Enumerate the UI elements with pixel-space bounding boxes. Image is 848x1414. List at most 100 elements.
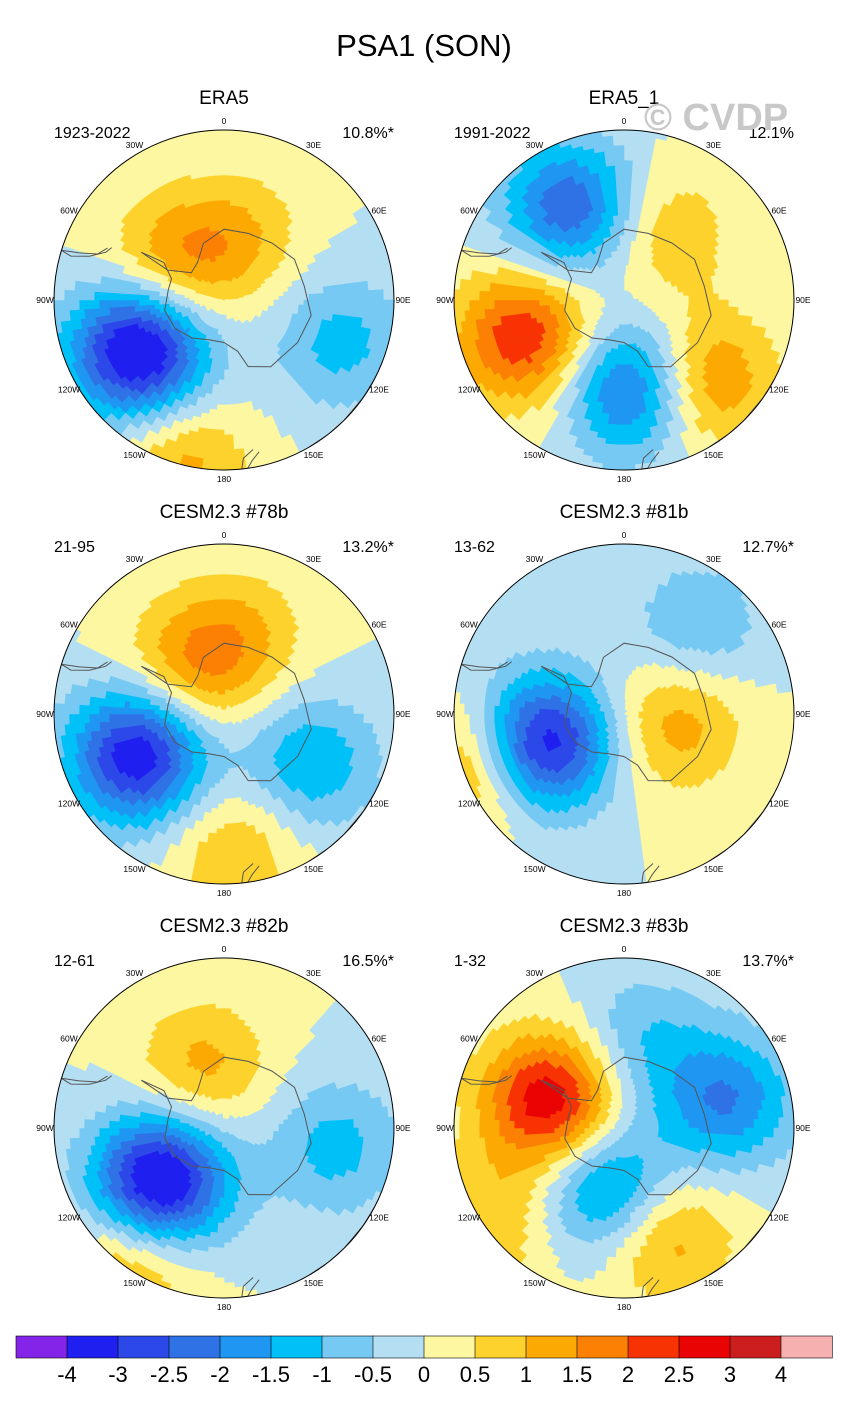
field-cell — [553, 295, 560, 301]
field-cell — [363, 299, 370, 310]
field-cell — [223, 459, 236, 466]
field-cell — [583, 299, 590, 303]
field-cell — [113, 299, 120, 308]
field-cell — [621, 269, 625, 276]
field-cell — [93, 291, 100, 301]
field-cell — [223, 444, 235, 451]
field-cell — [128, 293, 135, 301]
field-cell — [283, 295, 290, 301]
field-cell — [263, 296, 270, 301]
field-cell — [548, 299, 555, 306]
field-cell — [223, 144, 235, 151]
field-cell — [543, 294, 550, 301]
field-cell — [223, 184, 232, 191]
field-cell — [220, 254, 225, 261]
field-cell — [213, 454, 225, 461]
field-cell — [283, 299, 290, 305]
field-cell — [133, 305, 141, 313]
field-cell — [621, 264, 625, 271]
field-cell — [223, 169, 233, 176]
field-cell — [313, 293, 320, 301]
field-cell — [223, 369, 230, 376]
field-cell — [388, 288, 394, 301]
field-cell — [148, 294, 155, 301]
field-cell — [620, 244, 625, 251]
field-cell — [538, 299, 545, 306]
field-cell — [222, 284, 225, 291]
field-cell — [118, 292, 125, 301]
panel-variance: 10.8%* — [342, 125, 394, 142]
field-cell — [693, 289, 700, 296]
field-cell — [153, 299, 160, 305]
field-cell — [223, 409, 232, 416]
field-cell — [293, 294, 300, 301]
field-cell — [621, 259, 625, 266]
field-cell — [214, 434, 225, 441]
field-cell — [183, 299, 190, 303]
field-cell — [318, 293, 325, 301]
field-cell — [215, 414, 225, 421]
field-cell — [219, 239, 225, 246]
field-cell — [619, 364, 625, 371]
field-cell — [318, 299, 325, 307]
field-cell — [223, 209, 231, 216]
field-cell — [188, 299, 195, 303]
field-cell — [223, 159, 234, 166]
field-cell — [214, 439, 225, 446]
field-cell — [228, 219, 235, 226]
field-cell — [148, 304, 155, 311]
field-cell — [223, 419, 233, 426]
longitude-label: 30E — [306, 140, 321, 150]
field-cell — [108, 292, 115, 301]
field-cell — [619, 239, 625, 246]
field-cell — [168, 302, 175, 308]
field-cell — [538, 294, 545, 301]
field-cell — [627, 359, 633, 366]
field-cell — [229, 209, 237, 217]
coastline — [283, 130, 326, 139]
longitude-label: 150E — [304, 450, 324, 460]
field-cell — [223, 364, 229, 371]
field-cell — [54, 288, 60, 301]
field-cell — [358, 299, 365, 310]
field-cell — [288, 295, 295, 301]
field-cell — [373, 289, 380, 301]
field-cell — [623, 354, 629, 361]
field-cell — [143, 289, 150, 296]
field-cell — [278, 291, 285, 297]
field-cell — [223, 399, 232, 406]
field-cell — [223, 134, 236, 141]
field-cell — [213, 224, 220, 231]
longitude-label: 180 — [217, 474, 231, 484]
field-cell — [63, 299, 70, 311]
field-cell — [223, 354, 229, 361]
field-cell — [143, 294, 150, 301]
field-cell — [128, 299, 135, 307]
field-cell — [223, 154, 234, 161]
field-cell — [223, 239, 229, 246]
field-cell — [223, 130, 236, 136]
field-cell — [219, 364, 225, 371]
field-cell — [128, 287, 136, 295]
field-cell — [628, 219, 635, 226]
field-cell — [216, 184, 225, 191]
field-cell — [283, 291, 290, 297]
field-cell — [223, 434, 234, 441]
field-cell — [73, 289, 80, 301]
field-cell — [138, 299, 145, 306]
field-cell — [213, 139, 225, 146]
field — [454, 130, 794, 470]
field-cell — [178, 299, 185, 304]
field-cell — [68, 299, 75, 311]
field-cell — [293, 289, 300, 296]
field-cell — [618, 369, 625, 376]
longitude-label: 0 — [222, 116, 227, 126]
longitude-label: 120W — [58, 385, 80, 395]
field-cell — [211, 204, 219, 212]
field-cell — [613, 374, 620, 381]
field-cell — [88, 299, 95, 310]
field-cell — [612, 214, 620, 222]
field-cell — [218, 219, 225, 226]
field-cell — [623, 349, 628, 356]
field-cell — [128, 305, 136, 313]
